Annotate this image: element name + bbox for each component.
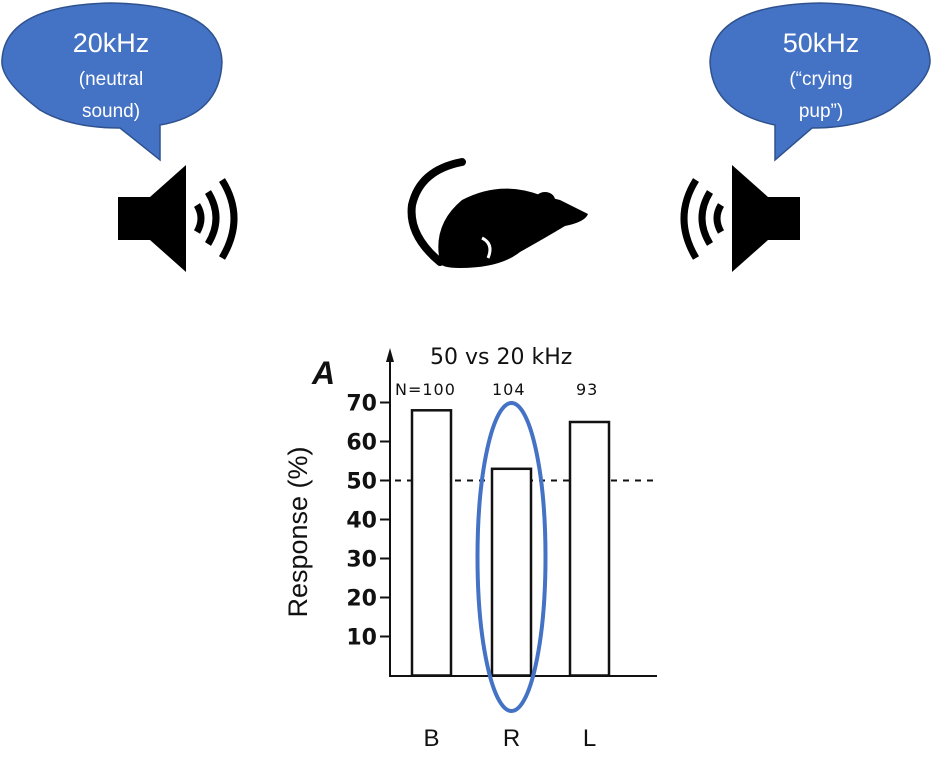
y-axis-label: Response (%) — [283, 446, 313, 617]
y-tick-label: 70 — [346, 392, 377, 417]
bar-B — [410, 409, 453, 677]
y-tick-label: 40 — [346, 509, 377, 534]
bubble-title: 50kHz — [783, 28, 860, 58]
speech-bubble-50khz: 50kHz (“crying pup”) — [709, 2, 931, 162]
x-category-label: B — [423, 725, 439, 752]
x-category-label: L — [583, 725, 596, 752]
n-label: 93 — [576, 380, 598, 399]
mouse-icon — [407, 158, 588, 268]
panel-label: A — [311, 355, 335, 391]
bubble-subtitle-line2: pup”) — [799, 101, 843, 122]
chart-title: 50 vs 20 kHz — [430, 345, 572, 370]
speech-bubble-20khz: 20kHz (neutral sound) — [1, 2, 223, 162]
bar-chart: A 50 vs 20 kHz Response (%) 10 20 30 40 50 60… — [283, 345, 657, 752]
y-tick-label: 10 — [346, 626, 377, 651]
bar-L — [568, 420, 611, 677]
y-tick-label: 60 — [346, 431, 377, 456]
y-tick-label: 50 — [346, 470, 377, 495]
n-label: 104 — [492, 380, 526, 399]
highlight-ellipse — [475, 401, 548, 713]
bubble-subtitle-line1: (“crying — [789, 69, 852, 90]
speaker-left-icon — [118, 165, 238, 272]
y-axis-arrow-icon — [386, 348, 394, 362]
x-category-label: R — [503, 725, 520, 752]
bar-R — [490, 467, 533, 677]
n-label: N=100 — [395, 380, 456, 399]
y-tick-label: 20 — [346, 587, 377, 612]
y-tick-label: 30 — [346, 548, 377, 573]
bubble-subtitle-line2: sound) — [82, 101, 140, 122]
bubble-subtitle-line1: (neutral — [79, 69, 143, 90]
speaker-right-icon — [680, 165, 800, 272]
bubble-title: 20kHz — [73, 28, 150, 58]
